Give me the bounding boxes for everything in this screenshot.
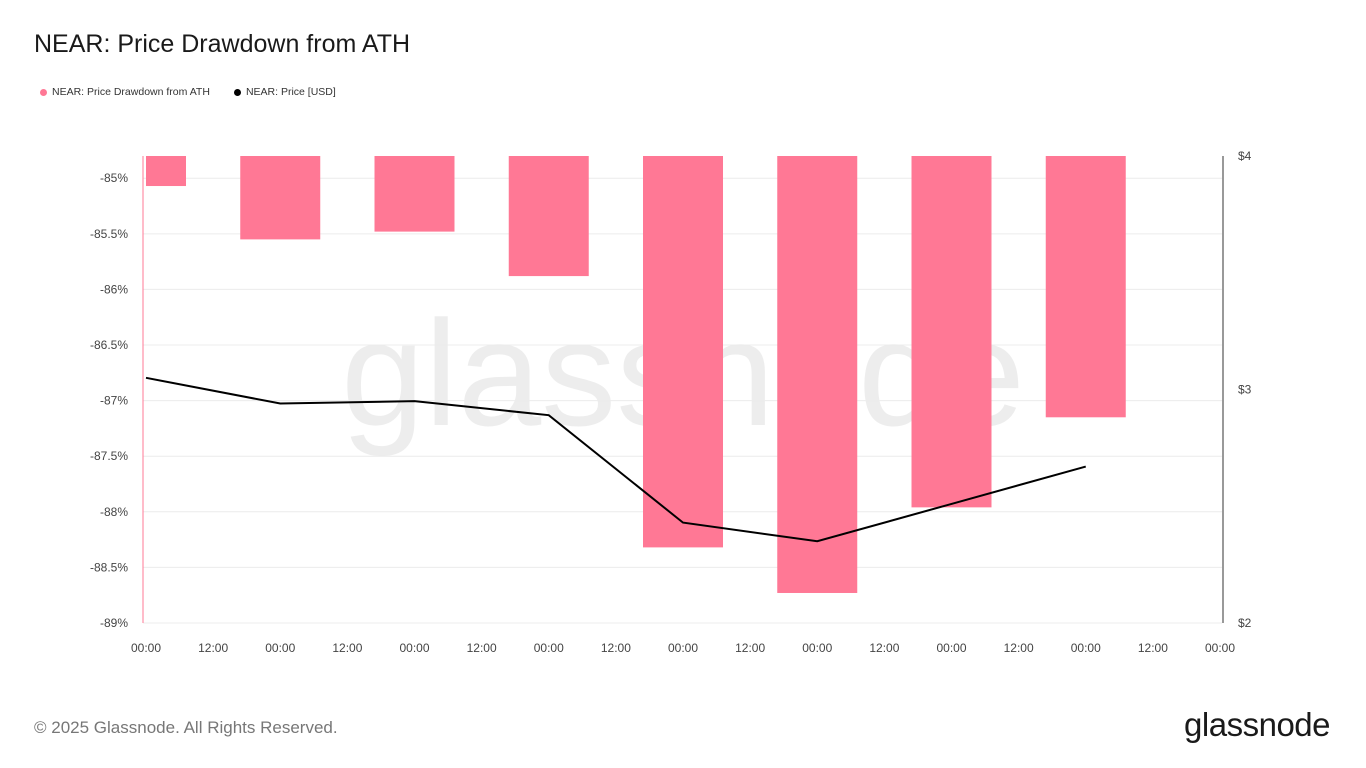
drawdown-bar (508, 156, 589, 277)
x-tick-label: 00:00 (1205, 641, 1235, 655)
drawdown-bar (643, 156, 723, 548)
legend-label-drawdown: NEAR: Price Drawdown from ATH (52, 86, 210, 98)
legend-dot-price (233, 88, 241, 96)
y-tick-label-right: $4 (1238, 149, 1252, 163)
y-tick-label-left: -85% (100, 171, 128, 185)
x-tick-label: 00:00 (668, 641, 698, 655)
x-tick-label: 12:00 (601, 641, 631, 655)
y-tick-label-right: $3 (1238, 383, 1252, 397)
x-tick-label: 00:00 (1071, 641, 1101, 655)
x-tick-label: 00:00 (802, 641, 832, 655)
drawdown-bar (240, 156, 321, 240)
x-tick-label: 12:00 (332, 641, 362, 655)
chart-title: NEAR: Price Drawdown from ATH (34, 30, 411, 58)
x-tick-label: 00:00 (399, 641, 429, 655)
legend-label-price: NEAR: Price [USD] (245, 86, 336, 98)
copyright-text: © 2025 Glassnode. All Rights Reserved. (34, 718, 338, 737)
x-tick-label: 00:00 (131, 641, 161, 655)
glassnode-logo: glassnode (1184, 706, 1330, 743)
x-tick-label: 12:00 (198, 641, 228, 655)
drawdown-bar (146, 156, 186, 187)
drawdown-bar (777, 156, 858, 593)
x-tick-label: 12:00 (869, 641, 899, 655)
drawdown-bar (374, 156, 455, 232)
y-tick-label-left: -86.5% (90, 338, 128, 352)
y-tick-label-left: -86% (100, 282, 128, 296)
x-tick-label: 00:00 (265, 641, 295, 655)
y-tick-label-left: -88% (100, 505, 128, 519)
y-tick-label-left: -85.5% (90, 227, 128, 241)
y-tick-label-right: $2 (1238, 616, 1252, 630)
price-line (145, 376, 1087, 543)
drawdown-bar (911, 156, 992, 508)
legend-dot-drawdown (40, 88, 47, 96)
legend-item-price[interactable]: NEAR: Price [USD] (233, 86, 336, 98)
x-tick-label: 00:00 (936, 641, 966, 655)
y-tick-label-left: -88.5% (90, 560, 128, 574)
legend-item-drawdown[interactable]: NEAR: Price Drawdown from ATH (40, 86, 210, 98)
y-tick-label-left: -87% (100, 394, 128, 408)
legend: NEAR: Price Drawdown from ATH NEAR: Pric… (40, 86, 336, 98)
x-tick-label: 12:00 (735, 641, 765, 655)
y-tick-label-left: -87.5% (90, 449, 128, 463)
chart-area: glassnode-85%-85.5%-86%-86.5%-87%-87.5%-… (90, 149, 1252, 655)
x-tick-label: 12:00 (1004, 641, 1034, 655)
x-tick-label: 00:00 (534, 641, 564, 655)
x-tick-label: 12:00 (1138, 641, 1168, 655)
y-tick-label-left: -89% (100, 616, 128, 630)
x-tick-label: 12:00 (467, 641, 497, 655)
drawdown-bar (1045, 156, 1126, 418)
